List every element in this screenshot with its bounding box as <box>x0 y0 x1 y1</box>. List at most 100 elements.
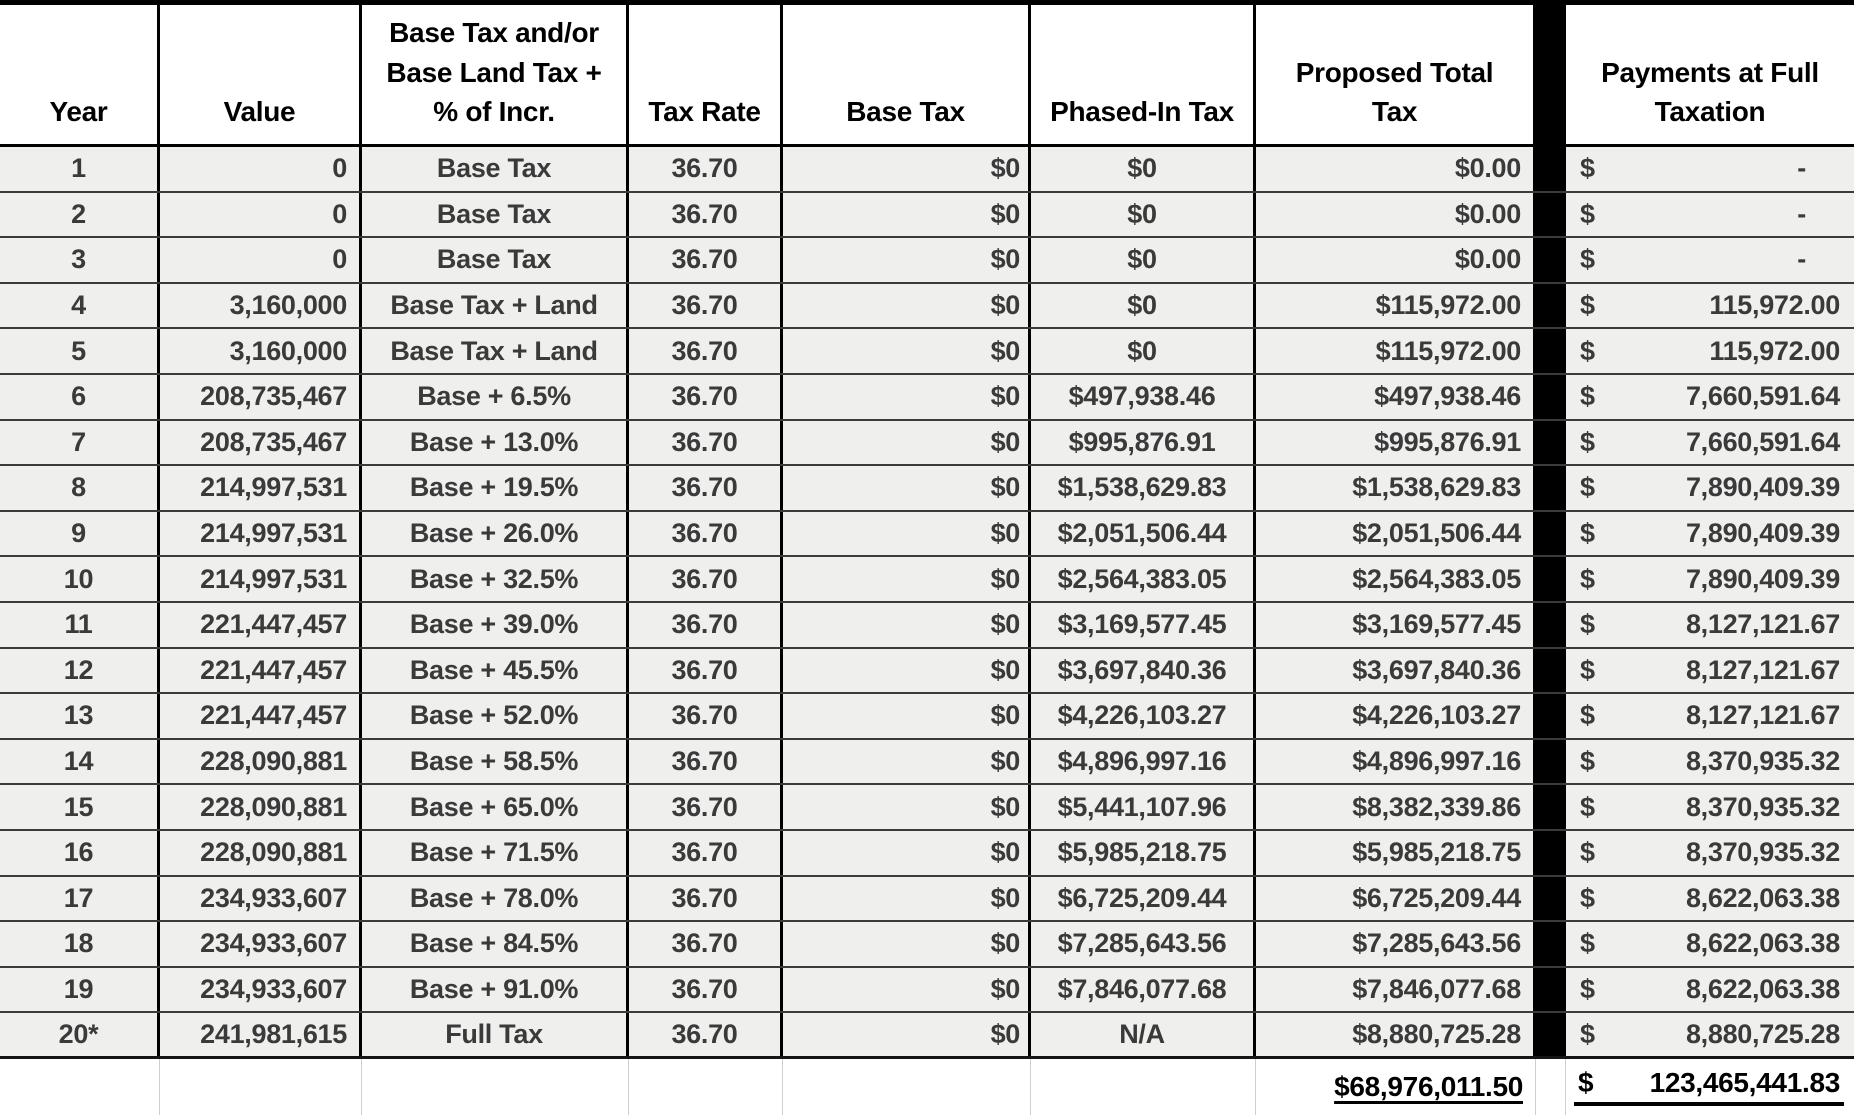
cell-base-desc: Base Tax <box>362 238 629 282</box>
payment-amount: 7,890,409.39 <box>1685 563 1840 594</box>
cell-proposed-total: $7,846,077.68 <box>1256 967 1536 1012</box>
separator-bar <box>1536 830 1566 875</box>
cell-base-tax: $0 <box>783 374 1031 419</box>
cell-base-desc: Base + 19.5% <box>362 466 629 510</box>
cell-value: 241,981,615 <box>160 1013 362 1056</box>
cell-proposed-total: $995,876.91 <box>1256 420 1536 465</box>
cell-tax-rate: 36.70 <box>629 238 783 282</box>
cell-base-tax: $0 <box>783 511 1031 556</box>
cell-base-desc: Base + 6.5% <box>362 374 629 419</box>
payment-amount: 8,127,121.67 <box>1685 609 1840 640</box>
separator-bar <box>1536 329 1566 373</box>
separator-bar <box>1536 466 1566 510</box>
cell-year: 5 <box>0 329 160 373</box>
cell-base-desc: Base Tax + Land <box>362 283 629 328</box>
table-row-year-7: 7 208,735,467 Base + 13.0% 36.70 $0 $995,876.… <box>0 420 1854 467</box>
table-totals-row: $68,976,011.50 $123,465,441.83 <box>0 1058 1854 1115</box>
cell-phased-in: $3,697,840.36 <box>1031 648 1256 693</box>
cell-base-desc: Base Tax <box>362 192 629 237</box>
separator-bar <box>1536 648 1566 693</box>
cell-tax-rate: 36.70 <box>629 283 783 328</box>
payment-currency: $ <box>1578 1067 1594 1099</box>
cell-value: 221,447,457 <box>160 648 362 693</box>
payment-currency: $ <box>1580 198 1595 229</box>
cell-value: 214,997,531 <box>160 511 362 556</box>
cell-base-tax: $0 <box>783 557 1031 601</box>
table-body: 1 0 Base Tax 36.70 $0 $0 $0.00 $ -2 0 Base Tax 36.7… <box>0 147 1854 1059</box>
cell-base-tax: $0 <box>783 739 1031 784</box>
cell-tax-rate: 36.70 <box>629 602 783 647</box>
cell-phased-in: $0 <box>1031 192 1256 237</box>
cell-base-tax: $0 <box>783 785 1031 829</box>
cell-value: 228,090,881 <box>160 739 362 784</box>
cell-proposed-total: $115,972.00 <box>1256 283 1536 328</box>
table-row-year-10: 10 214,997,531 Base + 32.5% 36.70 $0 $2,564,3… <box>0 557 1854 603</box>
cell-base-tax: $0 <box>783 238 1031 282</box>
header-cell-proposed-total: Proposed Total Tax <box>1256 5 1536 144</box>
payment-amount: 7,660,591.64 <box>1685 381 1840 412</box>
cell-year: 10 <box>0 557 160 601</box>
table-row-year-20: 20* 241,981,615 Full Tax 36.70 $0 N/A $8,880,7… <box>0 1013 1854 1059</box>
cell-phased-in: $0 <box>1031 147 1256 191</box>
cell-base-tax: $0 <box>783 192 1031 237</box>
payment-currency: $ <box>1580 700 1595 731</box>
cell-year: 12 <box>0 648 160 693</box>
cell-phased-in: $4,896,997.16 <box>1031 739 1256 784</box>
table-row-year-5: 5 3,160,000 Base Tax + Land 36.70 $0 $0 $115,9… <box>0 329 1854 375</box>
cell-phased-in: $7,285,643.56 <box>1031 922 1256 966</box>
cell-value: 0 <box>160 147 362 191</box>
cell-value: 234,933,607 <box>160 922 362 966</box>
cell-value: 214,997,531 <box>160 466 362 510</box>
cell-phased-in: $2,564,383.05 <box>1031 557 1256 601</box>
cell-payment: $8,127,121.67 <box>1566 649 1854 693</box>
totals-empty-cell <box>1031 1058 1256 1115</box>
header-cell-tax-rate: Tax Rate <box>629 5 783 144</box>
cell-base-tax: $0 <box>783 967 1031 1012</box>
cell-year: 2 <box>0 192 160 237</box>
cell-phased-in: $497,938.46 <box>1031 374 1256 419</box>
cell-proposed-total: $4,896,997.16 <box>1256 739 1536 784</box>
separator-bar <box>1536 557 1566 601</box>
cell-tax-rate: 36.70 <box>629 147 783 191</box>
cell-payment: $8,370,935.32 <box>1566 831 1854 875</box>
cell-tax-rate: 36.70 <box>629 374 783 419</box>
cell-base-tax: $0 <box>783 1013 1031 1056</box>
cell-base-desc: Base + 32.5% <box>362 557 629 601</box>
cell-proposed-total: $3,697,840.36 <box>1256 648 1536 693</box>
cell-phased-in: N/A <box>1031 1013 1256 1056</box>
cell-base-tax: $0 <box>783 602 1031 647</box>
cell-base-desc: Base + 39.0% <box>362 602 629 647</box>
separator-bar <box>1536 602 1566 647</box>
separator-bar <box>1536 1013 1566 1056</box>
payment-amount: 7,890,409.39 <box>1685 472 1840 503</box>
separator-bar <box>1536 147 1566 191</box>
table-row-year-1: 1 0 Base Tax 36.70 $0 $0 $0.00 $ - <box>0 147 1854 193</box>
payment-amount: 8,622,063.38 <box>1685 973 1840 1004</box>
cell-phased-in: $5,985,218.75 <box>1031 830 1256 875</box>
cell-proposed-total: $0.00 <box>1256 192 1536 237</box>
totals-empty-cell <box>629 1058 783 1115</box>
payment-currency: $ <box>1580 791 1595 822</box>
table-row-year-17: 17 234,933,607 Base + 78.0% 36.70 $0 $6,725,2… <box>0 876 1854 923</box>
separator-bar <box>1536 739 1566 784</box>
cell-proposed-total: $8,880,725.28 <box>1256 1013 1536 1056</box>
table-row-year-16: 16 228,090,881 Base + 71.5% 36.70 $0 $5,985,2… <box>0 830 1854 877</box>
table-row-year-12: 12 221,447,457 Base + 45.5% 36.70 $0 $3,697,8… <box>0 648 1854 695</box>
payment-currency: $ <box>1580 426 1595 457</box>
header-cell-base-desc: Base Tax and/or Base Land Tax + % of Inc… <box>362 5 629 144</box>
cell-phased-in: $2,051,506.44 <box>1031 511 1256 556</box>
payment-amount: 8,370,935.32 <box>1685 837 1840 868</box>
cell-phased-in: $1,538,629.83 <box>1031 466 1256 510</box>
cell-phased-in: $5,441,107.96 <box>1031 785 1256 829</box>
cell-year: 15 <box>0 785 160 829</box>
cell-year: 6 <box>0 374 160 419</box>
cell-proposed-total: $0.00 <box>1256 147 1536 191</box>
cell-phased-in: $6,725,209.44 <box>1031 876 1256 921</box>
cell-payment: $8,127,121.67 <box>1566 694 1854 738</box>
cell-tax-rate: 36.70 <box>629 739 783 784</box>
payment-currency: $ <box>1580 563 1595 594</box>
table-row-year-4: 4 3,160,000 Base Tax + Land 36.70 $0 $0 $115,9… <box>0 283 1854 330</box>
cell-proposed-total: $3,169,577.45 <box>1256 602 1536 647</box>
cell-base-tax: $0 <box>783 420 1031 465</box>
